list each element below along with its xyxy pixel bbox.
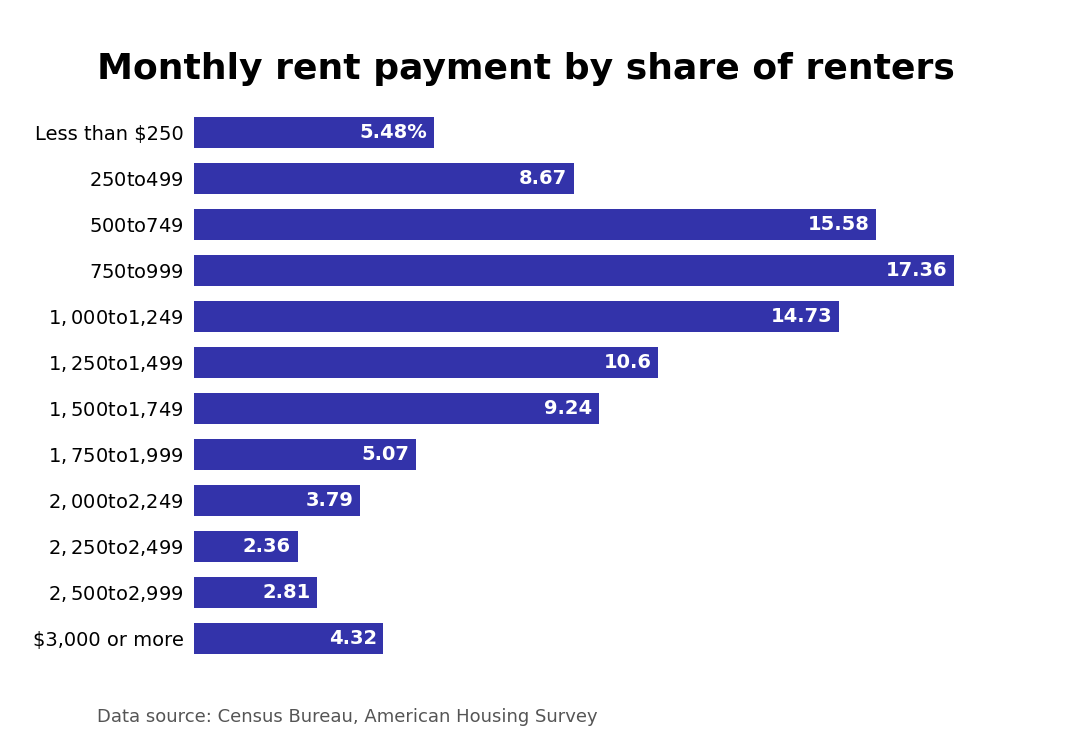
Bar (194, 117, 434, 148)
Text: 5.48%: 5.48% (360, 123, 428, 142)
Bar (194, 301, 839, 332)
Bar (194, 485, 361, 516)
Bar (194, 530, 298, 562)
Text: 10.6: 10.6 (604, 353, 651, 372)
Text: 2.36: 2.36 (243, 537, 292, 556)
Bar (194, 622, 383, 654)
Text: 4.32: 4.32 (328, 628, 377, 648)
Bar (194, 162, 573, 194)
Bar (194, 438, 416, 470)
Text: 5.07: 5.07 (362, 445, 409, 464)
Bar (194, 577, 318, 608)
Bar (194, 209, 876, 240)
Text: Data source: Census Bureau, American Housing Survey: Data source: Census Bureau, American Hou… (97, 708, 598, 726)
Bar (194, 393, 598, 424)
Text: 3.79: 3.79 (306, 491, 353, 509)
Bar (194, 254, 954, 286)
Text: 2.81: 2.81 (262, 583, 311, 601)
Text: 8.67: 8.67 (519, 169, 567, 188)
Text: Monthly rent payment by share of renters: Monthly rent payment by share of renters (97, 52, 955, 86)
Text: 9.24: 9.24 (544, 399, 592, 417)
Bar (194, 346, 658, 378)
Text: 14.73: 14.73 (771, 307, 833, 325)
Text: 15.58: 15.58 (808, 215, 869, 233)
Text: 17.36: 17.36 (886, 261, 947, 280)
